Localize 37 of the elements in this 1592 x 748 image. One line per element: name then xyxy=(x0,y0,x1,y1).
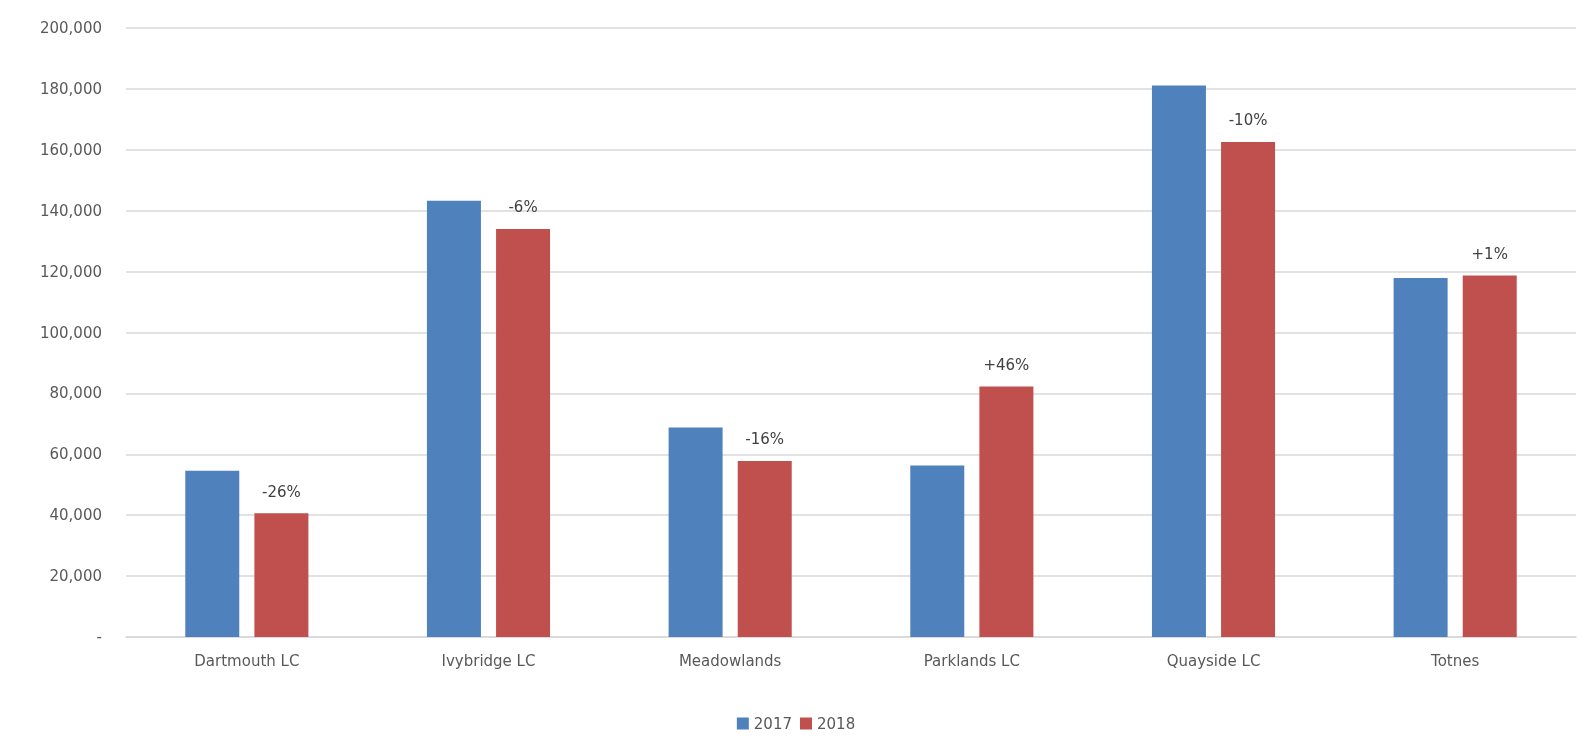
y-tick-label: 80,000 xyxy=(49,384,102,403)
annotation: +46% xyxy=(983,355,1030,374)
bar xyxy=(910,465,965,637)
legend-label: 2018 xyxy=(817,714,856,733)
bar xyxy=(1221,141,1276,637)
x-tick-label: Ivybridge LC xyxy=(441,651,536,670)
bar xyxy=(1393,277,1448,637)
annotation: -6% xyxy=(508,198,538,217)
y-tick-label: 200,000 xyxy=(39,19,102,37)
y-tick-label: 60,000 xyxy=(49,445,102,464)
y-tick-label: 20,000 xyxy=(49,567,102,586)
bar xyxy=(185,470,240,637)
legend-label: 2017 xyxy=(753,714,793,733)
y-tick-label: 180,000 xyxy=(39,79,102,98)
bar xyxy=(668,427,723,637)
y-tick-label: 140,000 xyxy=(39,201,102,220)
annotation: +1% xyxy=(1471,245,1508,264)
y-tick-label: 40,000 xyxy=(49,506,102,525)
y-tick-label: 100,000 xyxy=(39,323,102,342)
annotation: -26% xyxy=(262,482,301,501)
bar xyxy=(1151,85,1206,637)
bar xyxy=(496,228,551,637)
x-tick-label: Meadowlands xyxy=(678,651,782,670)
bar xyxy=(426,200,481,637)
annotation: -10% xyxy=(1228,111,1268,130)
y-tick-label: - xyxy=(96,628,102,646)
x-tick-label: Totnes xyxy=(1430,651,1480,670)
x-tick-label: Quayside LC xyxy=(1166,651,1261,670)
annotation: -16% xyxy=(745,430,785,449)
bar xyxy=(1462,275,1517,637)
y-tick-label: 160,000 xyxy=(39,140,102,159)
bar xyxy=(979,386,1034,637)
bar xyxy=(737,461,792,637)
bar xyxy=(254,513,309,637)
y-tick-label: 120,000 xyxy=(39,262,102,281)
x-tick-label: Parklands LC xyxy=(923,651,1020,670)
x-tick-label: Dartmouth LC xyxy=(194,651,300,670)
